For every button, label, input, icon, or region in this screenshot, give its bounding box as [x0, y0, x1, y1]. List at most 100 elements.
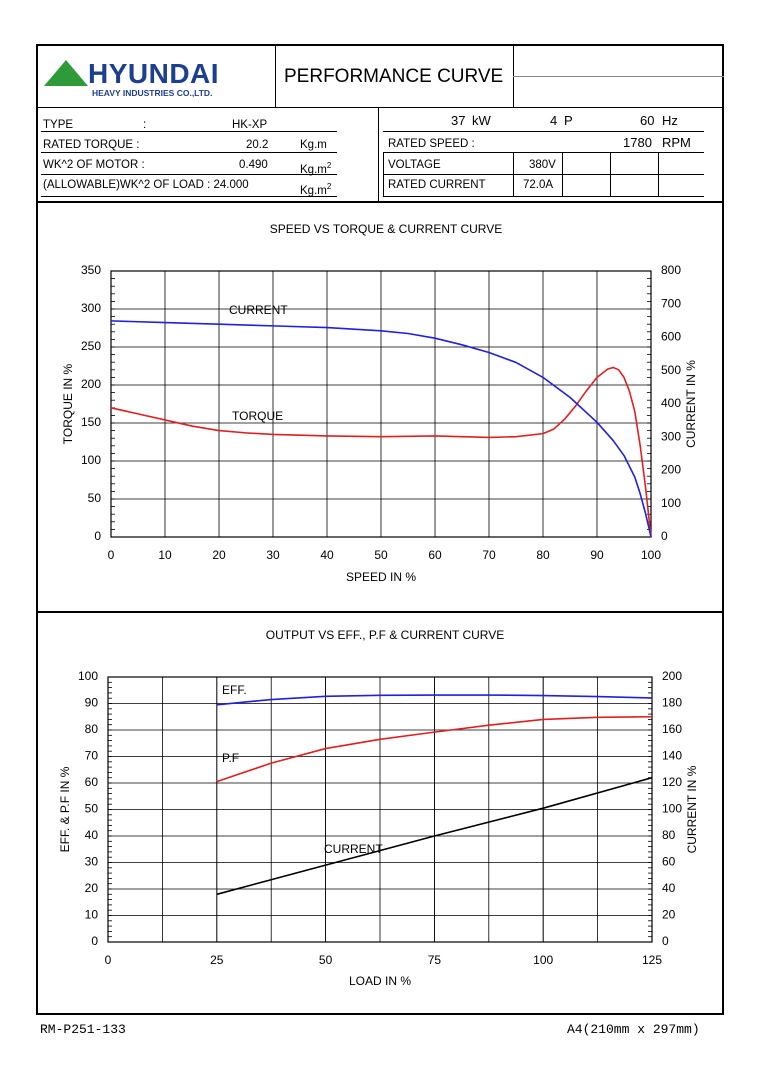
document-number: RM-P251-133 — [40, 1022, 126, 1037]
chart1-x-tick-label: 0 — [108, 548, 115, 562]
spec-left-line-2 — [41, 152, 337, 153]
chart2-y-tick-label: 60 — [85, 775, 99, 789]
chart2-y2-tick-label: 100 — [662, 802, 682, 816]
chart1-x-tick-label: 100 — [641, 548, 661, 562]
chart2-y-tick-label: 70 — [85, 749, 99, 763]
rated-current-label: RATED CURRENT — [388, 179, 486, 191]
chart2-y-tick-label: 90 — [85, 696, 99, 710]
spec-bottom-divider — [36, 201, 724, 203]
chart1-x-tick-label: 20 — [212, 548, 226, 562]
spec-grid-v1 — [383, 152, 384, 196]
chart2-y2-axis-label: CURRENT IN % — [685, 765, 699, 853]
chart1-title: SPEED VS TORQUE & CURRENT CURVE — [270, 222, 503, 236]
rated-speed-unit: RPM — [662, 135, 691, 150]
type-value: HK-XP — [232, 119, 268, 131]
chart1-plot-frame — [110, 270, 652, 538]
freq-unit: Hz — [662, 113, 678, 128]
chart1-y-tick-label: 250 — [81, 339, 101, 353]
spec-divider — [378, 107, 379, 201]
chart1-y2-tick-label: 300 — [661, 429, 681, 443]
datasheet-frame — [36, 44, 724, 1015]
chart-section-divider — [36, 611, 724, 613]
chart1-y2-axis-label: CURRENT IN % — [684, 360, 698, 448]
chart1-series-current-line — [110, 320, 652, 538]
chart2-y-tick-label: 0 — [91, 934, 98, 948]
chart1-x-tick-label: 50 — [374, 548, 388, 562]
wk-load-label: (ALLOWABLE)WK^2 OF LOAD : 24.000 — [43, 179, 249, 191]
chart2-y2-tick-label: 160 — [662, 722, 682, 736]
chart1-y2-tick-label: 800 — [661, 263, 681, 277]
header-logo-divider — [275, 44, 276, 107]
logo-triangle-icon — [44, 60, 88, 86]
chart2-y2-tick-label: 0 — [662, 934, 669, 948]
speed-torque-chart: SPEED VS TORQUE & CURRENT CURVE 0 10 20 30 40… — [61, 222, 698, 584]
chart2-annotation: CURRENT — [324, 842, 383, 856]
chart1-x-tick-label: 80 — [536, 548, 550, 562]
chart2-series-current-line — [216, 776, 653, 896]
chart2-y-tick-label: 100 — [78, 669, 98, 683]
chart1-y2-tick-label: 500 — [661, 363, 681, 377]
spec-right-line-1 — [383, 131, 704, 132]
wk-motor-value: 0.490 — [239, 159, 268, 171]
chart1-y-tick-label: 50 — [88, 491, 102, 505]
chart2-y-tick-label: 50 — [85, 802, 99, 816]
chart2-y2-tick-label: 40 — [662, 881, 676, 895]
freq-value: 60 — [640, 113, 655, 128]
chart2-y2-tick-label: 60 — [662, 855, 676, 869]
chart2-y-tick-label: 20 — [85, 881, 99, 895]
wk-motor-unit: Kg.m2 — [300, 161, 332, 176]
type-label: TYPE — [43, 119, 74, 131]
wk-motor-label: WK^2 OF MOTOR : — [43, 159, 145, 171]
chart2-y2-tick-label: 180 — [662, 696, 682, 710]
chart2-x-tick-label: 125 — [642, 953, 662, 967]
chart2-y-axis-label: EFF. & P.F IN % — [58, 766, 72, 852]
chart1-y2-tick-label: 200 — [661, 463, 681, 477]
chart2-x-tick-label: 50 — [319, 953, 333, 967]
chart2-x-tick-label: 25 — [210, 953, 224, 967]
spec-grid-v5 — [658, 152, 659, 196]
spec-left-line-3 — [41, 174, 337, 175]
spec-left-line-1 — [41, 131, 337, 132]
rated-torque-label: RATED TORQUE : — [43, 139, 140, 151]
logo-brand: HYUNDAI — [88, 58, 220, 89]
logo-brand-sub: HEAVY INDUSTRIES CO.,LTD. — [92, 88, 213, 98]
chart1-y-tick-label: 0 — [94, 529, 101, 543]
spec-grid-v3 — [562, 152, 563, 196]
chart2-y2-tick-label: 140 — [662, 749, 682, 763]
chart1-y2-tick-label: 100 — [661, 496, 681, 510]
chart1-x-tick-label: 30 — [266, 548, 280, 562]
chart2-series-pf-line — [216, 715, 653, 783]
chart2-y-tick-label: 30 — [85, 855, 99, 869]
poles-value: 4 — [550, 113, 558, 128]
voltage-value: 380V — [529, 159, 556, 171]
rated-torque-unit: Kg.m — [300, 139, 327, 151]
power-unit: kW — [472, 113, 491, 128]
rated-speed-label: RATED SPEED : — [388, 138, 475, 150]
chart1-x-tick-label: 60 — [428, 548, 442, 562]
chart2-y-tick-label: 40 — [85, 828, 99, 842]
chart2-annotation: P.F — [222, 751, 239, 765]
chart1-x-axis-label: SPEED IN % — [346, 570, 416, 584]
chart1-y-tick-label: 300 — [81, 301, 101, 315]
power-value: 37 — [451, 113, 466, 128]
chart2-x-tick-label: 0 — [105, 953, 112, 967]
chart2-y2-tick-label: 200 — [662, 669, 682, 683]
chart2-x-tick-label: 75 — [428, 953, 442, 967]
chart2-y2-tick-label: 20 — [662, 908, 676, 922]
chart1-annotation: TORQUE — [232, 409, 283, 423]
spec-grid-v4 — [610, 152, 611, 196]
chart1-y-tick-label: 150 — [81, 415, 101, 429]
chart2-title: OUTPUT VS EFF., P.F & CURRENT CURVE — [266, 628, 505, 642]
chart1-x-tick-label: 10 — [158, 548, 172, 562]
wk-load-unit: Kg.m2 — [300, 182, 332, 197]
poles-unit: P — [564, 113, 573, 128]
chart1-annotation: CURRENT — [229, 303, 288, 317]
voltage-label: VOLTAGE — [388, 159, 441, 171]
spec-left-line-4 — [41, 196, 337, 197]
chart2-x-axis-label: LOAD IN % — [349, 974, 411, 988]
page-title: PERFORMANCE CURVE — [284, 66, 504, 87]
chart1-y2-tick-label: 700 — [661, 296, 681, 310]
chart1-y2-tick-label: 400 — [661, 396, 681, 410]
chart1-y-tick-label: 100 — [81, 453, 101, 467]
spec-right-line-3 — [383, 174, 704, 175]
